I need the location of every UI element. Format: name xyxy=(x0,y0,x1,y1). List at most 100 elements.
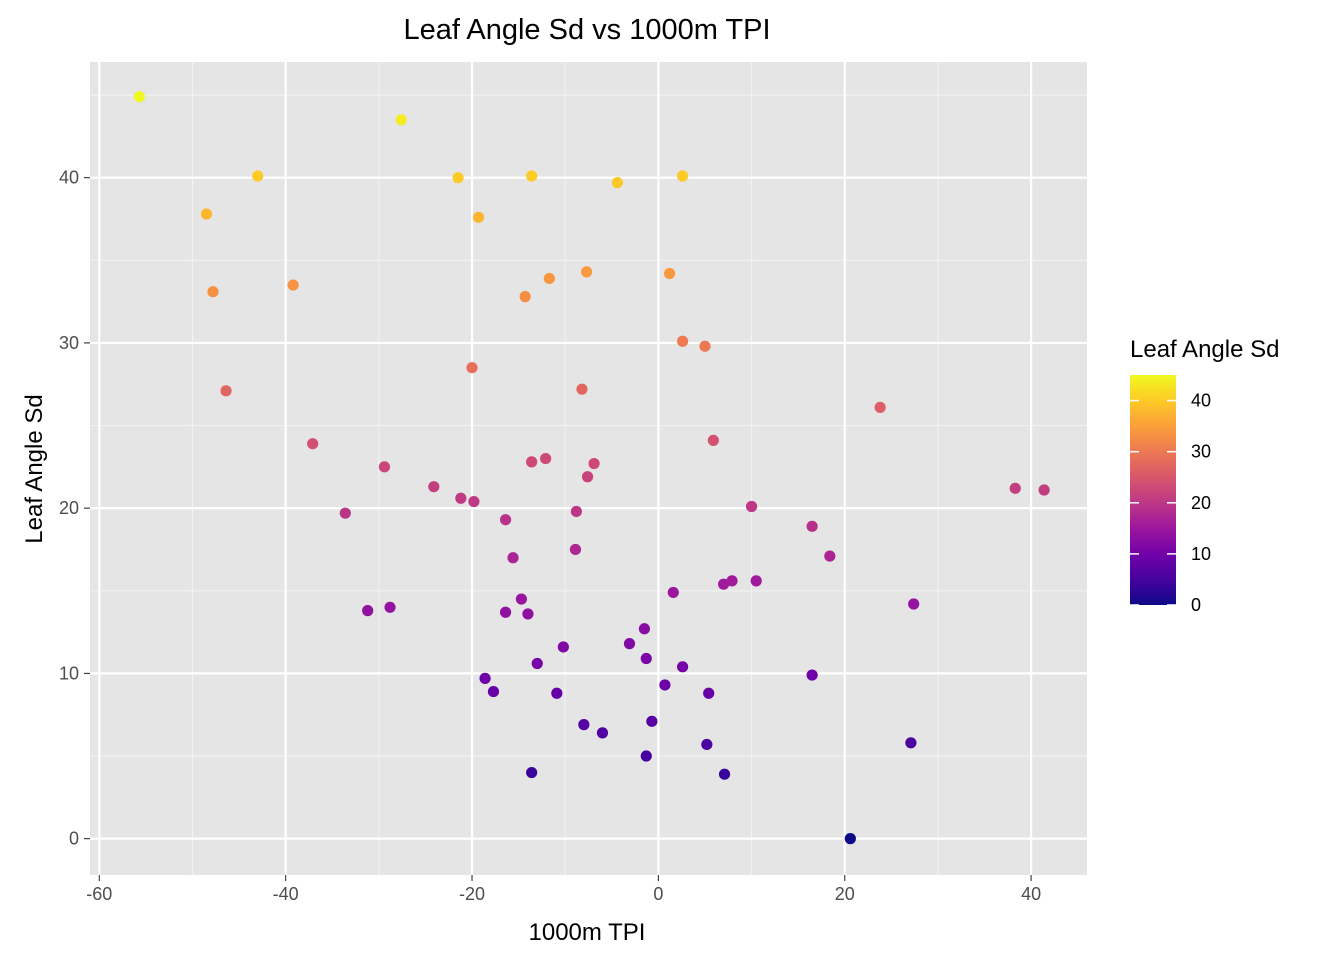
data-point xyxy=(569,543,582,556)
data-point xyxy=(200,208,213,220)
data-point xyxy=(557,641,569,653)
data-point xyxy=(384,601,396,613)
data-point xyxy=(677,170,689,182)
data-point xyxy=(640,750,652,762)
data-point xyxy=(487,685,500,698)
data-point xyxy=(133,91,145,103)
data-point xyxy=(745,500,758,513)
data-point xyxy=(472,211,485,223)
data-point xyxy=(499,606,512,618)
x-tick-label: 0 xyxy=(653,884,663,904)
x-tick-label: -40 xyxy=(273,884,299,904)
data-point xyxy=(677,661,689,673)
data-point xyxy=(479,672,491,684)
data-point xyxy=(207,286,219,298)
data-point xyxy=(611,177,623,189)
data-point xyxy=(1038,484,1050,496)
data-point xyxy=(252,170,264,182)
chart-title: Leaf Angle Sd vs 1000m TPI xyxy=(403,14,770,46)
data-point xyxy=(1009,482,1021,494)
legend-tick-label: 30 xyxy=(1191,442,1211,462)
data-point xyxy=(640,652,652,665)
y-tick-label: 40 xyxy=(59,168,79,188)
x-tick-label: 20 xyxy=(835,884,855,904)
data-point xyxy=(667,586,679,599)
x-axis: -60 -40 -20 0 20 40 xyxy=(86,875,1041,904)
x-tick-label: -20 xyxy=(459,884,485,904)
legend-tick-label: 0 xyxy=(1191,595,1201,615)
data-point xyxy=(874,401,886,413)
data-point xyxy=(718,768,731,780)
legend-title: Leaf Angle Sd xyxy=(1130,336,1279,363)
legend-colorbar xyxy=(1130,375,1176,605)
y-tick-label: 30 xyxy=(59,333,79,353)
data-point xyxy=(395,114,407,126)
data-point xyxy=(287,279,299,291)
legend-tick-label: 40 xyxy=(1191,391,1211,411)
data-point xyxy=(507,552,519,564)
data-point xyxy=(455,492,467,504)
data-point xyxy=(581,471,594,483)
data-point xyxy=(701,738,713,751)
data-point xyxy=(908,598,920,610)
data-point xyxy=(307,438,319,450)
data-point xyxy=(659,679,671,691)
data-point xyxy=(588,457,600,470)
x-tick-label: -60 xyxy=(86,884,112,904)
data-point xyxy=(540,452,552,465)
data-point xyxy=(844,833,856,845)
data-point xyxy=(703,687,715,699)
data-point xyxy=(623,638,636,650)
data-point xyxy=(750,575,762,587)
data-point xyxy=(468,495,480,508)
data-point xyxy=(576,383,588,395)
data-point xyxy=(663,267,676,280)
data-point xyxy=(551,687,563,699)
data-point xyxy=(220,385,232,397)
data-point xyxy=(570,505,582,518)
data-point xyxy=(466,362,478,374)
data-point xyxy=(824,550,836,562)
color-legend: Leaf Angle Sd 0 10 20 30 40 xyxy=(1130,336,1279,615)
data-point xyxy=(806,669,818,681)
data-point xyxy=(578,719,590,731)
data-point xyxy=(452,172,464,184)
data-point xyxy=(806,520,818,532)
y-tick-label: 10 xyxy=(59,663,79,683)
data-point xyxy=(378,461,391,473)
data-point xyxy=(526,456,538,468)
data-point xyxy=(905,737,917,749)
plot-panel xyxy=(90,62,1087,875)
data-point xyxy=(677,335,689,347)
data-point xyxy=(428,481,440,493)
data-point xyxy=(581,266,593,278)
data-point xyxy=(638,623,651,635)
data-point xyxy=(519,291,531,303)
data-point xyxy=(707,434,719,447)
data-point xyxy=(526,170,538,182)
legend-ticks: 0 10 20 30 40 xyxy=(1130,391,1211,615)
data-point xyxy=(699,340,711,352)
data-point xyxy=(362,605,374,617)
data-point xyxy=(339,507,351,519)
data-point xyxy=(646,715,658,727)
y-axis: 0 10 20 30 40 xyxy=(59,168,90,849)
data-point xyxy=(526,766,538,779)
y-tick-label: 20 xyxy=(59,498,79,518)
data-point xyxy=(543,272,555,285)
data-point xyxy=(596,727,609,739)
y-axis-title: Leaf Angle Sd xyxy=(21,394,48,543)
data-point xyxy=(499,514,512,526)
x-axis-title: 1000m TPI xyxy=(529,919,646,946)
x-tick-label: 40 xyxy=(1021,884,1041,904)
data-points xyxy=(133,91,1050,845)
data-point xyxy=(522,608,534,620)
legend-tick-label: 10 xyxy=(1191,544,1211,564)
data-point xyxy=(515,593,528,605)
minor-gridlines xyxy=(90,62,1087,875)
data-point xyxy=(726,575,738,587)
legend-tick-label: 20 xyxy=(1191,493,1211,513)
y-tick-label: 0 xyxy=(69,829,79,849)
data-point xyxy=(531,657,543,670)
